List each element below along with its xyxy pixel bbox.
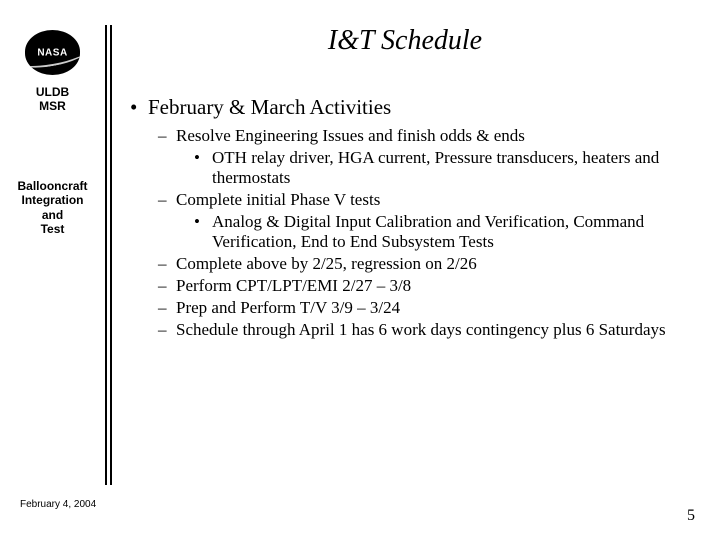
logo-text: NASA: [37, 47, 67, 58]
section-line4: Test: [41, 222, 65, 236]
project-label: ULDB MSR: [0, 85, 105, 114]
rule-right: [110, 25, 112, 485]
bullet-subsub: Analog & Digital Input Calibration and V…: [130, 212, 690, 252]
page-number: 5: [687, 507, 695, 525]
section-line1: Ballooncraft: [17, 179, 87, 193]
slide: NASA ULDB MSR Ballooncraft Integration a…: [0, 0, 720, 540]
footer-date: February 4, 2004: [20, 499, 96, 510]
section-label: Ballooncraft Integration and Test: [0, 179, 105, 237]
bullet-sub: Prep and Perform T/V 3/9 – 3/24: [130, 298, 690, 318]
section-line3: and: [42, 208, 63, 222]
nasa-logo-icon: NASA: [25, 30, 80, 75]
bullet-sub: Perform CPT/LPT/EMI 2/27 – 3/8: [130, 276, 690, 296]
project-line1: ULDB: [36, 85, 69, 99]
bullet-sub: Schedule through April 1 has 6 work days…: [130, 320, 690, 340]
section-line2: Integration: [22, 193, 84, 207]
bullet-sub: Resolve Engineering Issues and finish od…: [130, 126, 690, 146]
slide-content: February & March Activities Resolve Engi…: [130, 95, 690, 342]
rule-left: [105, 25, 107, 485]
bullet-sub: Complete initial Phase V tests: [130, 190, 690, 210]
bullet-main: February & March Activities: [130, 95, 690, 120]
vertical-double-rule: [105, 25, 112, 485]
bullet-sub: Complete above by 2/25, regression on 2/…: [130, 254, 690, 274]
project-line2: MSR: [39, 99, 66, 113]
bullet-subsub: OTH relay driver, HGA current, Pressure …: [130, 148, 690, 188]
sidebar: NASA ULDB MSR Ballooncraft Integration a…: [0, 30, 105, 236]
slide-title: I&T Schedule: [120, 25, 690, 57]
